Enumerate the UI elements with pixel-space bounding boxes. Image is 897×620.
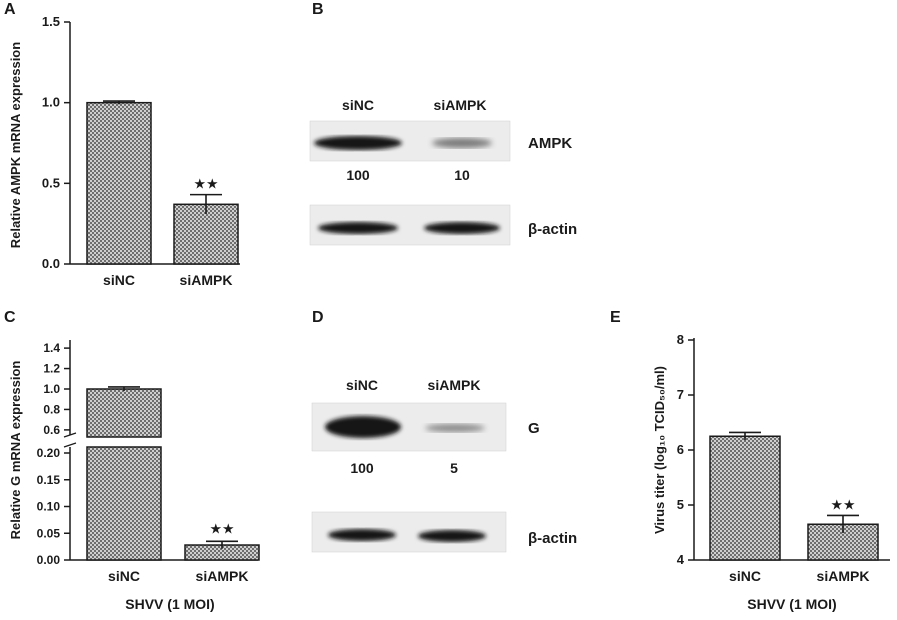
- blot-b-quant-1: 100: [346, 167, 370, 183]
- chart-a-bar-sinc: [86, 101, 152, 265]
- chart-c-ylabel: Relative G mRNA expression: [8, 361, 23, 540]
- chart-c-ytick-label: 1.2: [43, 362, 60, 376]
- chart-e-ytick-label: 6: [677, 442, 684, 457]
- chart-e-ylabel: Virus titer (log₁₀ TCID₅₀/ml): [652, 366, 667, 534]
- chart-c-ytick-label: 0.8: [43, 402, 60, 416]
- panel-label-b: B: [312, 1, 324, 18]
- chart-c-ytick-label: 0.10: [37, 500, 61, 514]
- blot-d-lane-2: siAMPK: [428, 377, 481, 393]
- blot-d-band-actin-siampk: [418, 530, 486, 542]
- chart-e-xtick-label: siNC: [729, 568, 761, 584]
- blot-d-row-label-2: β-actin: [528, 530, 577, 547]
- blot-b-row-label-1: AMPK: [528, 135, 572, 152]
- chart-c-ytick-label: 0.20: [37, 446, 61, 460]
- chart-c-xtick-label: siNC: [108, 568, 140, 584]
- chart-c-bar-sinc-upper: [86, 388, 162, 438]
- chart-e-ytick-label: 7: [677, 387, 684, 402]
- chart-c-ytick-label: 1.4: [43, 341, 60, 355]
- chart-e-significance-stars: ★★: [830, 496, 855, 512]
- chart-e: Virus titer (log₁₀ TCID₅₀/ml) 4 5 6 7 8 siNC…: [652, 332, 890, 612]
- chart-c-axis-break: [63, 432, 77, 448]
- chart-a-significance-stars: ★★: [193, 176, 218, 192]
- blot-b-band-ampk-siampk: [432, 138, 492, 148]
- blot-b-band-actin-siampk: [424, 222, 500, 234]
- blot-b-band-ampk-sinc: [314, 136, 402, 150]
- blot-d-band-g-siampk: [425, 424, 485, 432]
- blot-b-lane-1: siNC: [342, 97, 374, 113]
- chart-a-bar-siampk: [173, 203, 239, 265]
- chart-a-ytick-label: 0.5: [42, 175, 60, 190]
- blot-d-lane-1: siNC: [346, 377, 378, 393]
- chart-e-bar-sinc: [709, 435, 781, 561]
- chart-a-xtick-label: siNC: [103, 272, 135, 288]
- chart-c-xlabel: SHVV (1 MOI): [125, 596, 214, 612]
- panel-label-a: A: [4, 1, 16, 18]
- blot-d-band-actin-sinc: [328, 529, 396, 541]
- chart-c-significance-stars: ★★: [209, 520, 234, 536]
- chart-e-ytick-label: 4: [677, 552, 685, 567]
- chart-e-xtick-label: siAMPK: [817, 568, 870, 584]
- blot-b-band-actin-sinc: [318, 222, 398, 234]
- blot-d-quant-1: 100: [350, 460, 374, 476]
- chart-e-xlabel: SHVV (1 MOI): [747, 596, 836, 612]
- chart-a: Relative AMPK mRNA expression 0.0 0.5 1.0 1…: [8, 14, 240, 288]
- chart-a-ytick-label: 0.0: [42, 256, 60, 271]
- chart-a-xtick-label: siAMPK: [180, 272, 233, 288]
- chart-a-ytick-label: 1.5: [42, 14, 60, 29]
- chart-e-ytick-label: 8: [677, 332, 684, 347]
- blot-b-row-label-2: β-actin: [528, 221, 577, 238]
- panel-label-d: D: [312, 309, 324, 326]
- panel-label-c: C: [4, 309, 16, 326]
- chart-c-bar-sinc-lower: [86, 446, 162, 561]
- chart-c-ytick-label: 0.05: [37, 526, 61, 540]
- chart-c-ytick-label: 0.6: [43, 423, 60, 437]
- chart-c-xtick-label: siAMPK: [196, 568, 249, 584]
- chart-c-ytick-label: 0.15: [37, 473, 61, 487]
- blot-b-quant-2: 10: [454, 167, 470, 183]
- chart-e-ytick-label: 5: [677, 497, 684, 512]
- chart-c: Relative G mRNA expression 0.6 0.8 1.0 1.2 1…: [8, 340, 260, 612]
- blot-d-band-g-sinc: [325, 416, 401, 438]
- chart-a-ytick-label: 1.0: [42, 95, 60, 110]
- chart-c-ytick-label: 1.0: [43, 382, 60, 396]
- chart-c-ytick-label: 0.00: [37, 553, 61, 567]
- blot-b: siNC siAMPK AMPK 100 10 β-actin: [309, 97, 577, 246]
- blot-d-quant-2: 5: [450, 460, 458, 476]
- blot-d-row-label-1: G: [528, 420, 540, 437]
- blot-d: siNC siAMPK G 100 5 β-actin: [311, 377, 577, 553]
- panel-label-e: E: [610, 309, 621, 326]
- blot-b-lane-2: siAMPK: [434, 97, 487, 113]
- chart-a-ylabel: Relative AMPK mRNA expression: [8, 42, 23, 248]
